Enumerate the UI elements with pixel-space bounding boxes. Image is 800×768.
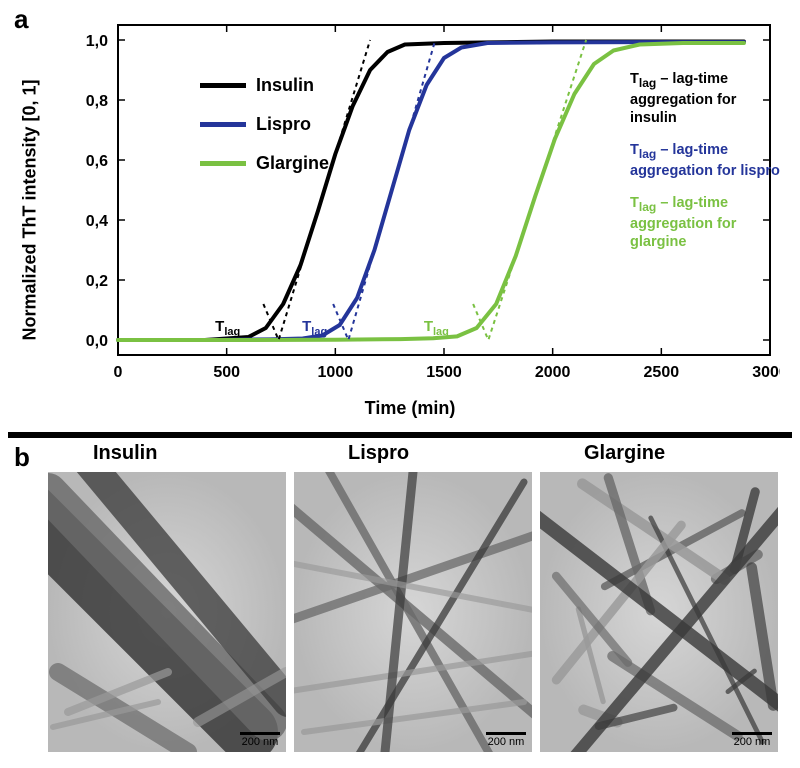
micrograph: 200 nm [540, 472, 778, 752]
legend-label: Lispro [256, 114, 311, 135]
scale-bar: 200 nm [732, 732, 772, 748]
micrograph: 200 nm [48, 472, 286, 752]
svg-text:500: 500 [213, 364, 240, 381]
svg-text:0,4: 0,4 [86, 213, 108, 230]
legend-label: Glargine [256, 153, 329, 174]
legend-item: Lispro [200, 114, 329, 135]
svg-text:0,2: 0,2 [86, 273, 108, 290]
legend-swatch [200, 161, 246, 166]
panel-divider [8, 432, 792, 438]
svg-text:1000: 1000 [318, 364, 354, 381]
tlag-label: Tlag [215, 318, 240, 338]
svg-text:2500: 2500 [644, 364, 680, 381]
legend-swatch [200, 122, 246, 127]
panel-a-label: a [14, 4, 28, 35]
panel-b: Insulin Lispro Glargine 200 nm 200 nm 200 nm [18, 440, 788, 760]
tlag-label: Tlag [424, 318, 449, 338]
micrograph: 200 nm [294, 472, 532, 752]
legend-right-item: Tlag – lag-timeaggregation for lispro [630, 141, 780, 180]
legend-right-item: Tlag – lag-timeaggregation for glargine [630, 194, 780, 251]
legend-left: Insulin Lispro Glargine [200, 75, 329, 192]
svg-text:1500: 1500 [426, 364, 462, 381]
svg-text:2000: 2000 [535, 364, 571, 381]
panel-a: Normalized ThT intensity [0, 1] Time (mi… [40, 10, 780, 420]
svg-text:0,0: 0,0 [86, 333, 108, 350]
figure-root: a Normalized ThT intensity [0, 1] Time (… [0, 0, 800, 768]
legend-item: Insulin [200, 75, 329, 96]
y-axis-label: Normalized ThT intensity [0, 1] [20, 79, 41, 340]
scale-bar: 200 nm [486, 732, 526, 748]
svg-text:0,6: 0,6 [86, 153, 108, 170]
svg-text:0: 0 [114, 364, 123, 381]
micrograph-row: 200 nm 200 nm 200 nm [48, 472, 778, 752]
scale-bar: 200 nm [240, 732, 280, 748]
legend-swatch [200, 83, 246, 88]
micrograph-title: Insulin [93, 442, 157, 465]
micrograph-title: Lispro [348, 442, 409, 465]
svg-text:0,8: 0,8 [86, 93, 108, 110]
tlag-label: Tlag [302, 318, 327, 338]
svg-text:3000: 3000 [752, 364, 780, 381]
svg-text:1,0: 1,0 [86, 33, 108, 50]
legend-item: Glargine [200, 153, 329, 174]
micrograph-title: Glargine [584, 442, 665, 465]
legend-label: Insulin [256, 75, 314, 96]
legend-right: Tlag – lag-timeaggregation for insulin Tl… [630, 70, 780, 266]
legend-right-item: Tlag – lag-timeaggregation for insulin [630, 70, 780, 127]
